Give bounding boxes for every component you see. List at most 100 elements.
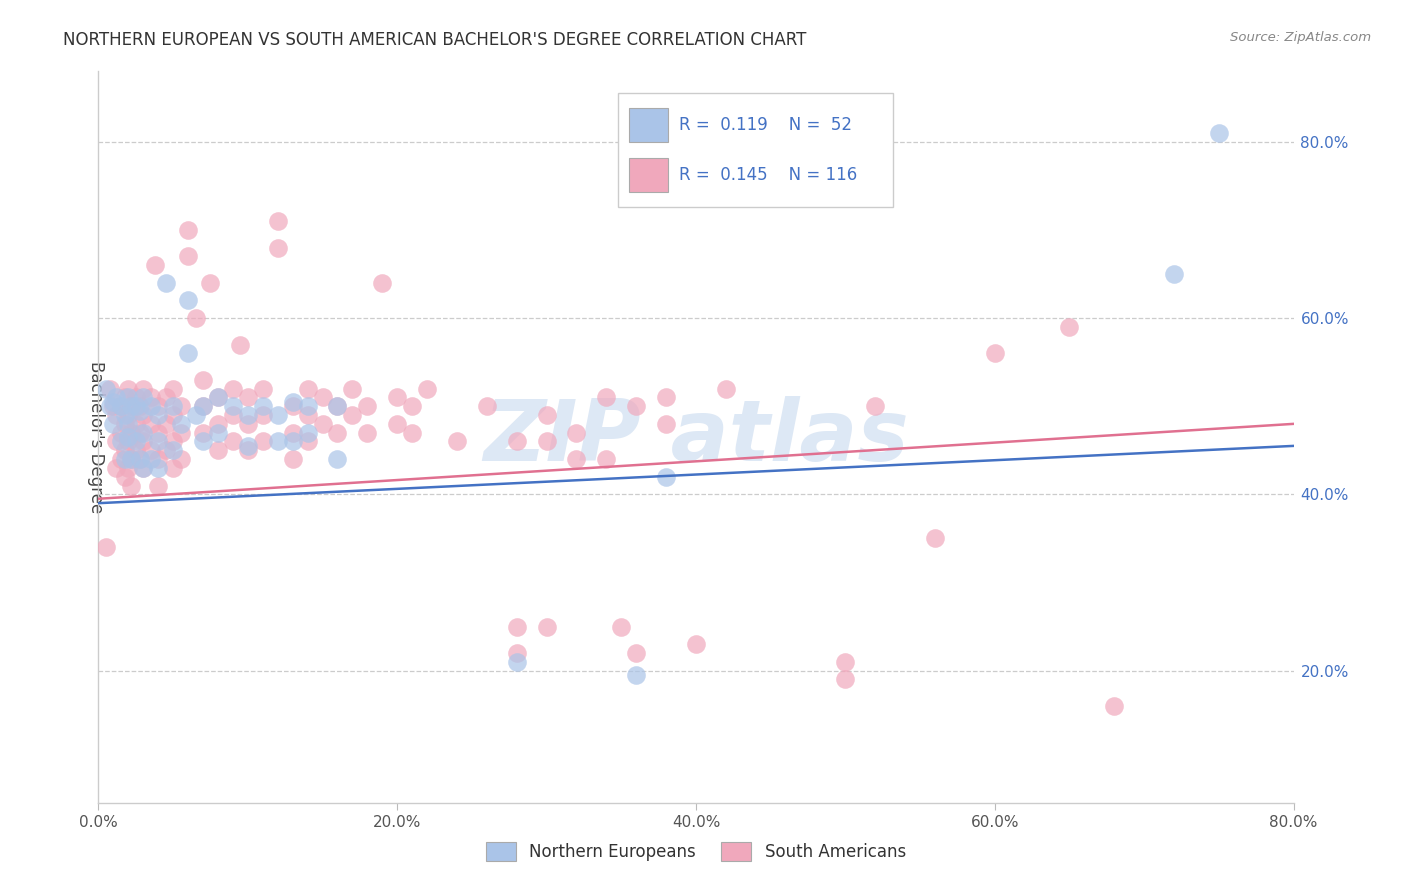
Point (120, 425, 142, 440)
Point (506, 655, 529, 669)
Point (475, 399, 498, 413)
Point (924, 532, 946, 546)
Point (125, 391, 148, 405)
Point (139, 399, 162, 413)
Point (162, 443, 184, 458)
Point (207, 391, 229, 405)
Point (1208, 126, 1230, 140)
Point (281, 434, 304, 449)
Point (191, 425, 214, 440)
Point (506, 619, 529, 633)
Point (595, 391, 617, 405)
Point (326, 399, 349, 413)
Point (236, 391, 259, 405)
Point (626, 668, 648, 682)
Point (536, 619, 558, 633)
Point (297, 382, 319, 396)
Point (129, 399, 152, 413)
Point (401, 425, 423, 440)
Point (129, 452, 152, 467)
Point (148, 425, 170, 440)
Point (610, 619, 633, 633)
Point (132, 425, 155, 440)
Point (132, 408, 155, 422)
Point (655, 469, 678, 483)
Point (155, 417, 177, 431)
Point (143, 258, 166, 272)
Point (114, 443, 136, 458)
Point (117, 430, 139, 444)
Point (685, 637, 707, 651)
Point (184, 408, 207, 422)
Point (169, 425, 191, 440)
Point (371, 276, 394, 290)
Point (110, 434, 132, 449)
Text: Source: ZipAtlas.com: Source: ZipAtlas.com (1230, 31, 1371, 45)
Point (132, 391, 155, 405)
Point (446, 434, 468, 449)
Point (207, 417, 229, 431)
Point (297, 425, 319, 440)
Point (117, 408, 139, 422)
Point (416, 382, 439, 396)
Point (191, 434, 214, 449)
Point (139, 452, 162, 467)
Point (105, 408, 128, 422)
Point (626, 646, 648, 660)
Y-axis label: Bachelor's Degree: Bachelor's Degree (87, 361, 105, 513)
Point (177, 293, 200, 308)
Point (103, 394, 125, 409)
Point (148, 399, 170, 413)
Point (129, 403, 152, 417)
Point (125, 399, 148, 413)
Point (222, 399, 245, 413)
Point (191, 399, 214, 413)
Point (207, 443, 229, 458)
Point (114, 391, 136, 405)
Point (114, 469, 136, 483)
Point (281, 425, 304, 440)
Point (385, 417, 409, 431)
Point (626, 399, 648, 413)
Point (110, 399, 132, 413)
Point (103, 417, 125, 431)
Point (132, 434, 155, 449)
Point (267, 434, 290, 449)
Point (281, 399, 304, 413)
Point (155, 443, 177, 458)
Point (125, 417, 148, 431)
Point (114, 408, 136, 422)
Point (114, 417, 136, 431)
Point (565, 425, 588, 440)
Point (506, 646, 529, 660)
Text: ZIP atlas: ZIP atlas (484, 395, 908, 479)
Point (177, 223, 200, 237)
Point (169, 399, 191, 413)
Point (252, 399, 274, 413)
Point (311, 417, 333, 431)
Point (98, 399, 122, 413)
Point (120, 399, 142, 413)
Point (536, 408, 558, 422)
Point (110, 399, 132, 413)
Point (148, 478, 170, 492)
Point (1163, 267, 1185, 281)
Point (120, 452, 142, 467)
Point (191, 399, 214, 413)
Point (834, 673, 856, 687)
Point (297, 434, 319, 449)
Point (162, 461, 184, 475)
Point (98, 382, 122, 396)
Point (117, 434, 139, 449)
Point (865, 399, 887, 413)
Point (148, 408, 170, 422)
Point (105, 391, 128, 405)
Point (984, 346, 1007, 360)
Point (222, 382, 245, 396)
Point (169, 452, 191, 467)
Point (110, 452, 132, 467)
Point (281, 452, 304, 467)
Point (184, 311, 207, 326)
Point (236, 417, 259, 431)
Point (103, 399, 125, 413)
